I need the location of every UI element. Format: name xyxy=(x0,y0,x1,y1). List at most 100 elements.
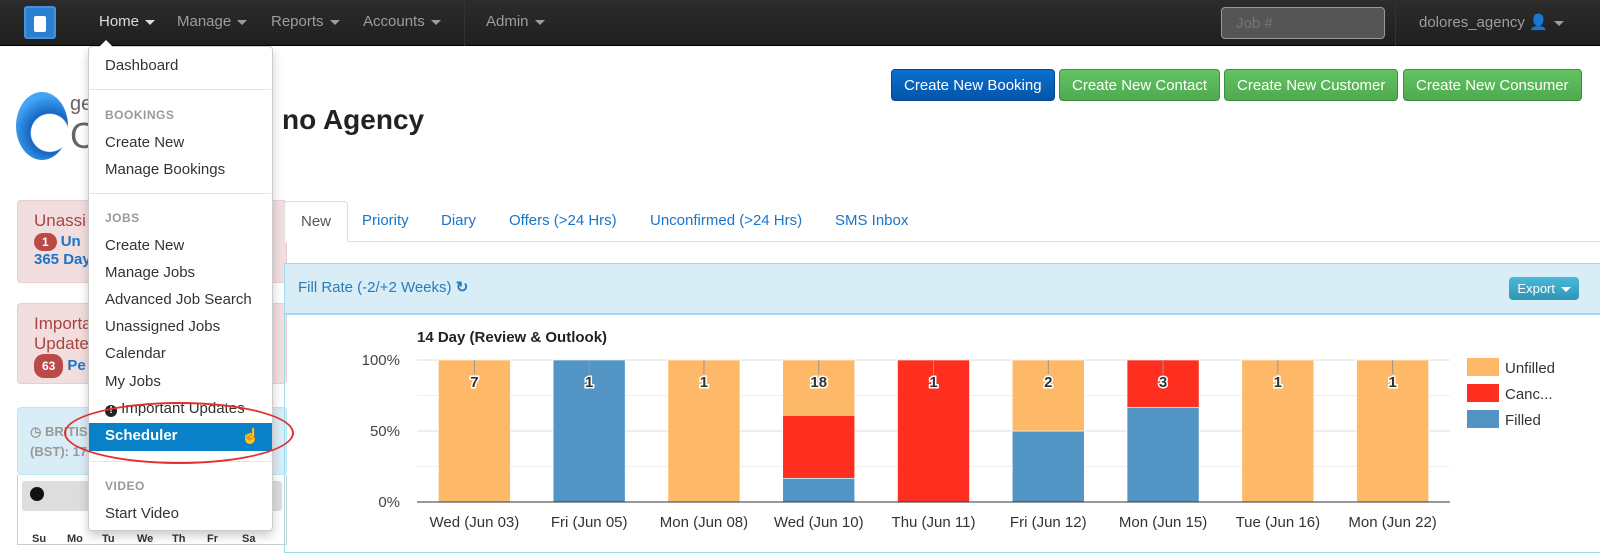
top-navbar: Home Manage Reports Accounts Admin dolor… xyxy=(0,0,1600,46)
menu-header-jobs: JOBS xyxy=(105,211,140,225)
app-logo[interactable] xyxy=(24,6,56,39)
menu-header-bookings: BOOKINGS xyxy=(105,108,175,122)
weekday-label: Tu xyxy=(102,533,115,545)
caret-down-icon xyxy=(1561,287,1571,293)
legend-swatch xyxy=(1467,384,1499,402)
menu-divider xyxy=(90,461,271,462)
menu-divider xyxy=(90,193,271,194)
x-tick-label: Thu (Jun 11) xyxy=(892,514,976,531)
divider xyxy=(464,0,465,46)
caret-down-icon xyxy=(1553,20,1564,26)
menu-item-scheduler[interactable]: Scheduler ☝ xyxy=(89,423,272,451)
alert-title: Unassi xyxy=(34,211,86,230)
alert-title: Update xyxy=(34,334,89,353)
menu-item-advanced-job-search[interactable]: Advanced Job Search xyxy=(105,291,252,308)
data-label: 3 xyxy=(1159,374,1167,391)
home-dropdown-menu: Dashboard BOOKINGS Create New Manage Boo… xyxy=(88,40,273,531)
nav-admin[interactable]: Admin xyxy=(486,13,545,30)
menu-item-create-booking[interactable]: Create New xyxy=(105,134,185,151)
data-label: 1 xyxy=(700,374,708,391)
bar-segment-filled[interactable] xyxy=(1126,406,1200,503)
menu-item-dashboard[interactable]: Dashboard xyxy=(105,57,179,74)
alert-link[interactable]: 365 Day xyxy=(34,251,91,268)
timezone-label: BRITIS xyxy=(44,424,88,439)
create-new-customer-button[interactable]: Create New Customer xyxy=(1224,69,1399,101)
weekday-label: Th xyxy=(172,533,186,545)
nav-manage[interactable]: Manage xyxy=(177,13,248,30)
legend-label: Unfilled xyxy=(1505,360,1555,377)
x-tick-label: Mon (Jun 22) xyxy=(1348,514,1436,531)
menu-item-create-job[interactable]: Create New xyxy=(105,237,185,254)
alert-link[interactable]: Un xyxy=(60,233,81,250)
bar-segment-unfilled[interactable] xyxy=(667,359,741,503)
bar-segment-canc[interactable] xyxy=(897,359,970,503)
page-title: no Agency xyxy=(282,104,425,135)
data-label: 2 xyxy=(1044,374,1052,391)
user-icon: 👤 xyxy=(1529,14,1548,31)
caret-down-icon xyxy=(430,19,441,25)
menu-item-manage-bookings[interactable]: Manage Bookings xyxy=(105,161,226,178)
caret-down-icon xyxy=(329,19,340,25)
nav-home[interactable]: Home xyxy=(99,13,156,30)
y-tick-label: 50% xyxy=(370,423,400,440)
weekday-label: Sa xyxy=(242,533,256,545)
menu-item-calendar[interactable]: Calendar xyxy=(105,345,166,362)
weekday-label: Su xyxy=(32,533,47,545)
prev-month-icon[interactable] xyxy=(30,487,44,501)
data-label: 7 xyxy=(470,374,478,391)
data-label: 1 xyxy=(929,374,937,391)
menu-item-start-video[interactable]: Start Video xyxy=(105,505,179,522)
legend-label: Canc... xyxy=(1505,386,1553,403)
x-tick-label: Wed (Jun 10) xyxy=(774,514,864,531)
create-new-contact-button[interactable]: Create New Contact xyxy=(1059,69,1221,101)
count-badge: 1 xyxy=(34,233,57,251)
tab-new[interactable]: New xyxy=(284,201,349,242)
bar-segment-filled[interactable] xyxy=(552,359,626,503)
bar-segment-canc[interactable] xyxy=(782,414,856,479)
alert-link[interactable]: Pe xyxy=(67,357,86,374)
menu-item-unassigned-jobs[interactable]: Unassigned Jobs xyxy=(105,318,221,335)
bar-segment-unfilled[interactable] xyxy=(1241,359,1315,503)
tab-offers[interactable]: Offers (>24 Hrs) xyxy=(509,212,617,229)
caret-down-icon xyxy=(237,19,248,25)
data-label: 1 xyxy=(1274,374,1282,391)
clock-icon: ◷ xyxy=(30,424,42,439)
bar-segment-unfilled[interactable] xyxy=(438,359,511,503)
create-new-consumer-button[interactable]: Create New Consumer xyxy=(1403,69,1582,101)
tab-priority[interactable]: Priority xyxy=(362,212,409,229)
legend-swatch xyxy=(1467,410,1499,428)
tab-diary[interactable]: Diary xyxy=(441,212,477,229)
bar-segment-filled[interactable] xyxy=(1011,430,1085,503)
y-tick-label: 0% xyxy=(378,494,400,511)
brand-logo xyxy=(16,92,68,160)
x-tick-label: Mon (Jun 08) xyxy=(660,514,748,531)
x-tick-label: Mon (Jun 15) xyxy=(1119,514,1207,531)
menu-item-my-jobs[interactable]: My Jobs xyxy=(105,373,161,390)
user-menu[interactable]: dolores_agency 👤 xyxy=(1419,13,1564,31)
nav-reports[interactable]: Reports xyxy=(271,13,340,30)
menu-item-manage-jobs[interactable]: Manage Jobs xyxy=(105,264,196,281)
x-tick-label: Fri (Jun 05) xyxy=(551,514,628,531)
x-tick-label: Tue (Jun 16) xyxy=(1236,514,1321,531)
tab-sms-inbox[interactable]: SMS Inbox xyxy=(835,212,909,229)
create-new-booking-button[interactable]: Create New Booking xyxy=(891,69,1055,101)
nav-accounts[interactable]: Accounts xyxy=(363,13,441,30)
refresh-icon[interactable]: ↻ xyxy=(455,279,469,296)
x-tick-label: Fri (Jun 12) xyxy=(1010,514,1087,531)
alert-title: Importa xyxy=(34,314,92,333)
divider xyxy=(1395,0,1396,46)
job-number-input[interactable] xyxy=(1221,7,1385,39)
data-label: 1 xyxy=(585,374,593,391)
weekday-label: We xyxy=(137,533,154,545)
bar-segment-unfilled[interactable] xyxy=(1356,359,1429,503)
menu-item-important-updates[interactable]: ! Important Updates xyxy=(89,396,272,422)
bar-segment-filled[interactable] xyxy=(782,477,856,503)
export-button[interactable]: Export xyxy=(1509,277,1579,300)
tab-bar: New Priority Diary Offers (>24 Hrs) Unco… xyxy=(284,201,1600,242)
fill-rate-panel: Fill Rate (-2/+2 Weeks) ↻ Export xyxy=(284,263,1600,553)
data-label: 18 xyxy=(810,374,827,391)
y-tick-label: 100% xyxy=(362,352,400,369)
tab-unconfirmed[interactable]: Unconfirmed (>24 Hrs) xyxy=(650,212,803,229)
timezone-value: (BST): 17 xyxy=(30,444,88,459)
